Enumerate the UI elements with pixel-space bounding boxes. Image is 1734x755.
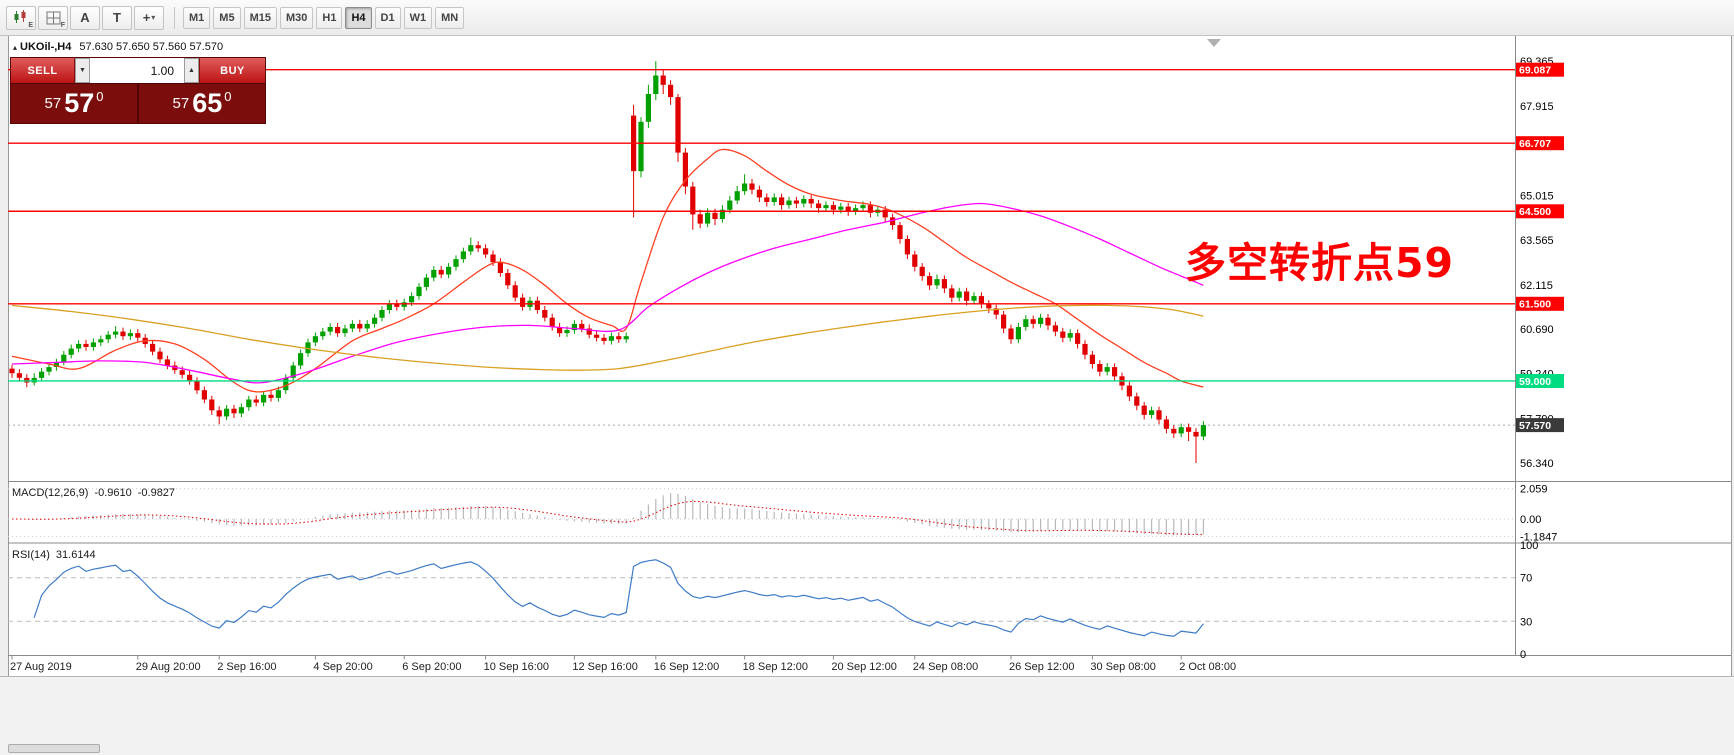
letter-t-icon-glyph: T (113, 10, 121, 25)
svg-text:12 Sep 16:00: 12 Sep 16:00 (572, 661, 637, 673)
svg-text:59.000: 59.000 (1519, 376, 1551, 388)
timeframe-button-m30[interactable]: M30 (279, 6, 314, 29)
volume-input[interactable] (90, 58, 184, 83)
svg-text:0.00: 0.00 (1520, 514, 1541, 526)
toolbar-separator (174, 6, 175, 29)
svg-text:20 Sep 12:00: 20 Sep 12:00 (831, 661, 896, 673)
h-scrollbar-thumb[interactable] (8, 744, 100, 753)
svg-text:56.340: 56.340 (1520, 458, 1554, 470)
svg-text:6 Sep 20:00: 6 Sep 20:00 (402, 661, 461, 673)
rsi-label: RSI(14) 31.6144 (12, 549, 96, 561)
chart-profiles-icon[interactable]: F (38, 5, 68, 30)
macd-histogram (18, 493, 1205, 536)
time-axis: 27 Aug 2019 29 Aug 20:00 2 Sep 16:00 4 Sep … (10, 655, 1236, 673)
svg-text:61.500: 61.500 (1519, 299, 1551, 311)
icon-sub-letter: F (60, 21, 65, 29)
letter-a-icon-glyph: A (80, 10, 90, 25)
crosshair-icon-glyph: + (142, 10, 151, 25)
symbol-label: UKOil-,H4 (20, 41, 72, 53)
grid-glyph (46, 11, 60, 24)
bid-price[interactable]: 57 57 0 (11, 84, 137, 123)
svg-text:70: 70 (1520, 573, 1532, 585)
ma-slow-line (11, 304, 1204, 371)
svg-text:4 Sep 20:00: 4 Sep 20:00 (313, 661, 372, 673)
timeframe-button-m15[interactable]: M15 (243, 6, 277, 29)
tool-icon-group: E F A T + ▾ (6, 5, 166, 30)
rsi-name: RSI(14) (12, 549, 50, 561)
macd-signal-value: -0.9827 (137, 487, 176, 499)
bottom-panel (0, 676, 1734, 755)
macd-signal-line (12, 500, 1204, 535)
ohlc-values: 57.630 57.650 57.560 57.570 (79, 41, 224, 53)
timeframe-button-h1[interactable]: H1 (316, 6, 343, 29)
svg-text:66.707: 66.707 (1519, 138, 1551, 150)
svg-text:2.059: 2.059 (1520, 484, 1548, 496)
letter-t-icon[interactable]: T (102, 5, 132, 30)
chart-shift-marker-icon[interactable] (1207, 39, 1221, 47)
svg-text:26 Sep 12:00: 26 Sep 12:00 (1009, 661, 1074, 673)
chart-symbol-line: ▴ UKOil-,H4 57.630 57.650 57.560 57.570 (13, 41, 223, 53)
volume-increase-button[interactable]: ▲ (184, 58, 199, 83)
price-chart[interactable]: 69.36567.91565.01563.56562.11560.69059.2… (0, 36, 1734, 676)
current-price-tag: 57.570 (1516, 418, 1564, 433)
ask-pipette-digit: 0 (224, 89, 232, 104)
svg-text:30: 30 (1520, 616, 1532, 628)
rsi-value: 31.6144 (55, 549, 96, 561)
svg-text:62.115: 62.115 (1520, 280, 1553, 292)
macd-name: MACD(12,26,9) (12, 487, 89, 499)
svg-text:16 Sep 12:00: 16 Sep 12:00 (654, 661, 719, 673)
bid-big-digits: 57 (64, 88, 95, 118)
timeframe-button-m5[interactable]: M5 (213, 6, 241, 29)
svg-text:69.087: 69.087 (1519, 65, 1551, 77)
chart-text-annotation: 多空转折点59 (1185, 239, 1455, 287)
svg-text:63.565: 63.565 (1520, 235, 1554, 247)
timeframe-button-m1[interactable]: M1 (183, 6, 211, 29)
ask-small-digits: 57 (172, 95, 190, 112)
mini-candles-glyph (14, 10, 26, 23)
svg-text:60.690: 60.690 (1520, 324, 1554, 336)
timeframe-button-mn[interactable]: MN (435, 6, 465, 29)
svg-text:30 Sep 08:00: 30 Sep 08:00 (1090, 661, 1155, 673)
svg-text:24 Sep 08:00: 24 Sep 08:00 (913, 661, 978, 673)
svg-text:2 Sep 16:00: 2 Sep 16:00 (217, 661, 276, 673)
timeframe-button-w1[interactable]: W1 (403, 6, 433, 29)
svg-text:10 Sep 16:00: 10 Sep 16:00 (484, 661, 549, 673)
svg-text:67.915: 67.915 (1520, 101, 1554, 113)
bid-small-digits: 57 (44, 95, 62, 112)
bid-pipette-digit: 0 (96, 89, 104, 104)
toolbar: E F A T + ▾ M1 M5 M15 M30 H1 H4 D1 W1 MN (0, 0, 1734, 36)
macd-label: MACD(12,26,9) -0.9610 -0.9827 (12, 487, 175, 499)
candles-layer (9, 61, 1206, 464)
rsi-line (33, 559, 1204, 637)
sell-button[interactable]: SELL (11, 58, 75, 83)
svg-text:0: 0 (1520, 649, 1526, 661)
one-click-trade-panel: SELL ▼ ▲ BUY 57 57 0 57 65 0 (10, 57, 266, 124)
svg-text:57.570: 57.570 (1519, 420, 1551, 432)
timeframe-button-h4[interactable]: H4 (345, 6, 372, 29)
ask-price[interactable]: 57 65 0 (139, 84, 265, 123)
svg-text:-1.1847: -1.1847 (1520, 531, 1557, 543)
svg-text:64.500: 64.500 (1519, 206, 1551, 218)
collapse-trade-panel-icon[interactable]: ▴ (13, 43, 18, 52)
new-chart-icon[interactable]: E (6, 5, 36, 30)
buy-button[interactable]: BUY (199, 58, 265, 83)
svg-text:29 Aug 20:00: 29 Aug 20:00 (136, 661, 201, 673)
svg-text:100: 100 (1520, 540, 1538, 552)
svg-text:2 Oct 08:00: 2 Oct 08:00 (1179, 661, 1236, 673)
letter-a-icon[interactable]: A (70, 5, 100, 30)
ask-big-digits: 65 (192, 88, 223, 118)
macd-main-value: -0.9610 (94, 487, 132, 499)
svg-text:27 Aug 2019: 27 Aug 2019 (10, 661, 72, 673)
ma-fast-line (11, 148, 1204, 393)
ma-mid-line (11, 202, 1204, 384)
volume-decrease-button[interactable]: ▼ (75, 58, 90, 83)
svg-text:18 Sep 12:00: 18 Sep 12:00 (743, 661, 808, 673)
timeframe-group: M1 M5 M15 M30 H1 H4 D1 W1 MN (183, 6, 467, 29)
dropdown-caret-icon: ▾ (151, 13, 156, 22)
crosshair-icon[interactable]: + ▾ (134, 5, 164, 30)
timeframe-button-d1[interactable]: D1 (374, 6, 401, 29)
svg-text:65.015: 65.015 (1520, 190, 1554, 202)
icon-sub-letter: E (28, 21, 33, 29)
